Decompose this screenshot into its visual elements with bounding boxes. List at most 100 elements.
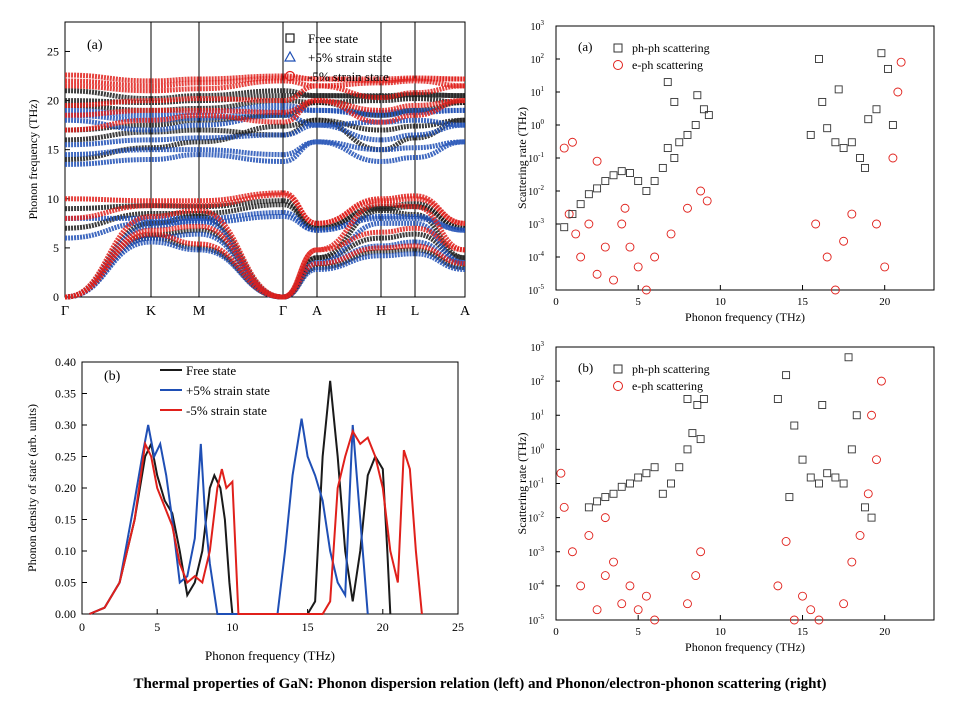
y-tick-label: 10-4 [528,579,544,593]
y-tick-label: 10-4 [528,250,544,264]
y-tick-label: 103 [531,19,545,33]
ph-ph-point [696,435,705,444]
ph-ph-point [670,97,679,106]
e-ph-point [650,252,660,262]
ph-ph-point [844,353,853,362]
ph-ph-point [823,469,832,478]
x-tick-label: 15 [302,620,314,634]
y-tick-label: 10-2 [528,511,544,525]
y-tick-label: 10-3 [528,217,544,231]
e-ph-point [600,242,610,252]
panel-label: (a) [87,38,103,53]
ph-ph-point [683,395,692,403]
legend-label: Free state [186,363,236,378]
x-tick-label: 10 [226,620,238,634]
e-ph-point [696,547,706,557]
e-ph-point [625,242,635,252]
legend-label: -5% strain state [186,403,267,418]
e-ph-point [641,591,651,601]
e-ph-point [822,252,832,262]
band-line [64,202,466,231]
y-tick-label: 10-1 [528,477,544,491]
x-axis-label: Phonon frequency (THz) [685,640,805,654]
x-tick-label: 10 [715,296,727,308]
y-tick-label: 100 [531,442,545,456]
e-ph-point [592,605,602,615]
x-tick-label: 0 [553,296,559,308]
x-axis-label: Phonon frequency (THz) [685,310,805,324]
y-tick-label: 103 [531,340,545,354]
legend-marker-square [285,33,295,43]
kpoint-label: H [376,304,386,319]
ph-ph-point [818,97,827,106]
e-ph-point [641,285,651,295]
ph-ph-point [568,210,577,219]
band-line [64,98,466,133]
ph-ph-point [683,130,692,139]
e-ph-point [609,557,618,567]
y-tick-label: 0.15 [55,513,76,527]
e-ph-point [839,236,849,246]
y-tick-label: 25 [47,44,59,58]
kpoint-label: K [146,304,156,319]
scatter-frame [555,25,935,291]
e-ph-point [876,376,886,386]
e-ph-point [880,262,890,272]
e-ph-point [696,186,706,196]
e-ph-point [872,219,881,229]
band-line [64,72,466,84]
kpoint-label: L [411,304,420,319]
ph-ph-point [834,85,843,94]
band-line [64,88,466,102]
x-tick-label: 15 [797,626,809,638]
ph-ph-point [831,138,840,147]
ph-ph-point [691,121,700,129]
ph-ph-point [642,187,651,195]
ph-ph-point [693,91,702,100]
ph-ph-point [675,138,684,147]
e-ph-point [789,615,799,625]
band-line [64,210,466,233]
y-tick-label: 100 [531,118,545,132]
y-tick-label: 0.00 [55,607,76,621]
band-line [64,96,466,113]
e-ph-point [814,615,824,625]
e-ph-point [633,605,643,615]
e-ph-point [625,581,635,591]
ph-ph-point [839,144,848,153]
e-ph-point [683,203,692,213]
y-tick-label: 20 [47,94,59,108]
e-ph-point [592,156,602,166]
y-axis-label: Scattering rate (THz) [515,433,529,535]
x-tick-label: 5 [154,620,160,634]
ph-ph-point [861,163,869,172]
y-tick-label: 10 [47,192,59,206]
y-tick-label: 10-2 [528,184,544,198]
e-ph-point [896,57,906,67]
figure-caption: Thermal properties of GaN: Phonon disper… [133,676,827,692]
kpoint-label: A [312,304,323,319]
ph-ph-point [675,463,684,472]
ph-ph-point [823,124,832,133]
pdos-series-line [89,418,369,615]
y-tick-label: 102 [531,52,545,66]
ph-ph-point [658,489,667,498]
x-tick-label: 5 [635,626,641,638]
ph-ph-point [785,493,794,502]
ph-ph-point [839,479,848,488]
ph-ph-point [609,489,618,498]
kpoint-label: Γ [279,304,287,319]
legend-marker-triangle [283,50,297,62]
ph-ph-point [815,55,823,63]
ph-ph-point [650,177,659,186]
x-tick-label: 15 [797,296,809,308]
e-ph-point [806,605,816,615]
ph-ph-point [856,154,864,162]
band-line [64,117,466,162]
band-line [64,231,466,300]
panel-label: (b) [578,360,593,375]
y-tick-label: 0 [53,290,59,304]
ph-ph-point [867,513,876,522]
e-ph-point [564,209,574,219]
